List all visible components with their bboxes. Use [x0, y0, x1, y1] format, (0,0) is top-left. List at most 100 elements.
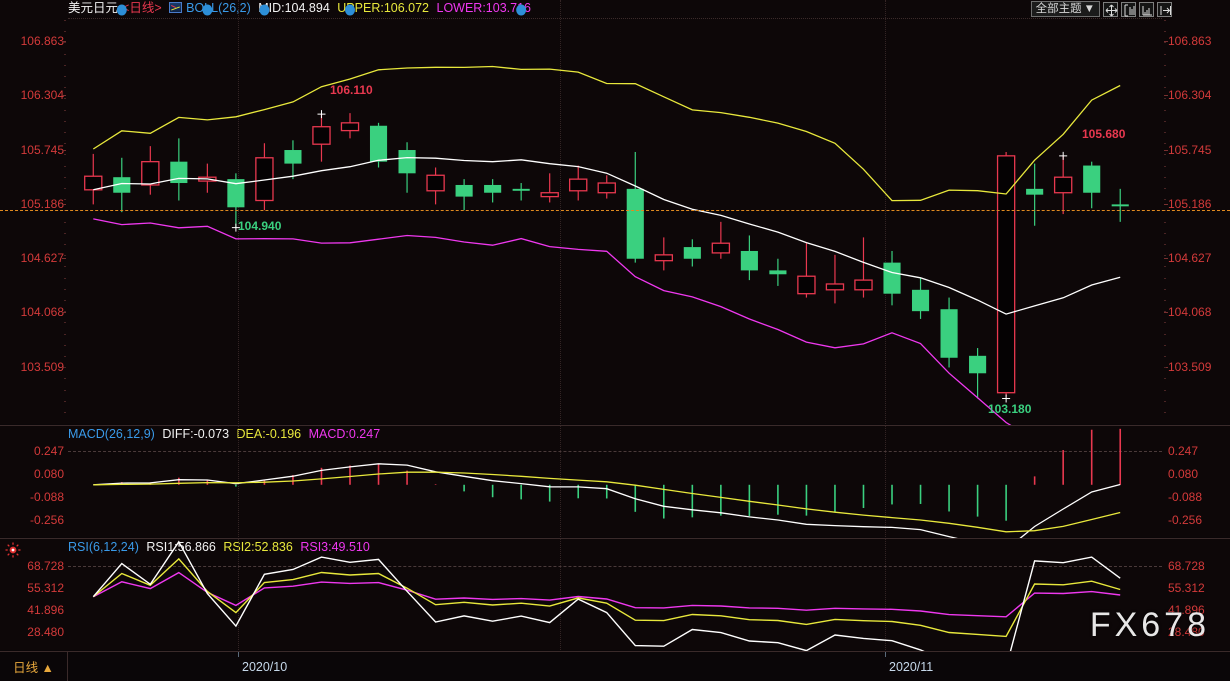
price-axis-minor-tick	[1164, 132, 1166, 133]
price-axis-tick	[1164, 312, 1168, 314]
measure-horizontal-icon[interactable]	[1139, 1, 1154, 17]
price-axis-minor-tick	[64, 344, 66, 346]
reference-price-line	[0, 210, 1230, 212]
rsi-axis-label: 55.312	[1168, 580, 1205, 595]
price-axis-tick	[62, 203, 66, 205]
price-axis-minor-tick	[1164, 31, 1166, 33]
price-axis-minor-tick	[64, 53, 66, 55]
macd-axis-label: 0.080	[33, 466, 64, 481]
chevron-down-icon: ▼	[1083, 3, 1095, 15]
price-axis-label-right: 106.863	[1168, 34, 1212, 48]
price-annotation: 106.110	[330, 83, 373, 97]
price-axis-minor-tick	[1164, 333, 1166, 335]
date-tick	[885, 652, 886, 657]
macd-dea-label: DEA:-0.196	[236, 427, 302, 441]
price-vertical-gridline	[238, 0, 239, 424]
price-axis-minor-tick	[64, 266, 66, 268]
price-axis-label-right: 105.186	[1168, 196, 1212, 211]
price-axis-minor-tick	[1164, 277, 1166, 279]
price-axis-minor-tick	[64, 300, 66, 301]
rsi-axis-label: 55.312	[27, 580, 64, 595]
price-axis-minor-tick	[1164, 344, 1166, 346]
indicator-icon	[169, 2, 183, 13]
rsi-axis-label: 28.480	[1168, 625, 1205, 640]
price-axis-minor-tick	[1164, 42, 1166, 44]
rsi-vertical-gridline	[560, 539, 561, 650]
price-axis-minor-tick	[64, 31, 66, 33]
rsi-axis-label: 68.728	[1168, 558, 1205, 573]
price-axis-minor-tick	[1164, 412, 1166, 413]
price-axis-minor-tick	[1164, 389, 1166, 391]
price-axis-label-left: 105.745	[20, 142, 64, 157]
period-selector[interactable]: 日线 ▲	[0, 652, 68, 681]
price-axis-tick	[62, 95, 66, 97]
candlestick-svg	[84, 4, 1129, 459]
price-axis-minor-tick	[1164, 188, 1166, 189]
price-axis-minor-tick	[64, 76, 66, 77]
theme-dropdown[interactable]: 全部主题 ▼	[1030, 1, 1100, 17]
price-axis-tick	[1164, 258, 1168, 260]
price-axis-minor-tick	[64, 109, 66, 111]
symbol-label: 美元日元	[68, 1, 119, 15]
price-axis-minor-tick	[64, 154, 66, 156]
macd-axis-label: 0.247	[33, 444, 64, 459]
price-gridline	[68, 18, 1162, 19]
price-axis-minor-tick	[64, 322, 66, 324]
macd-axis-label: 0.247	[1168, 444, 1199, 459]
rsi-plot-area[interactable]	[68, 539, 1162, 669]
price-axis-minor-tick	[1164, 64, 1166, 66]
price-axis-label-left: 104.627	[20, 251, 64, 266]
price-axis-minor-tick	[64, 98, 66, 100]
price-axis-label-right: 104.627	[1168, 251, 1212, 266]
boll-name-label: BOLL(26,2)	[186, 1, 251, 15]
price-axis-minor-tick	[1164, 20, 1166, 21]
macd-axis-label: -0.256	[1168, 512, 1203, 527]
macd-vertical-gridline	[885, 426, 886, 537]
price-vertical-gridline	[560, 0, 561, 424]
price-axis-minor-tick	[1164, 322, 1166, 324]
price-axis-label-left: 103.509	[20, 359, 64, 374]
price-axis-minor-tick	[64, 143, 66, 145]
crosshair-move-icon[interactable]	[1103, 1, 1118, 17]
rsi-panel: RSI(6,12,24) RSI1:56.866 RSI2:52.836 RSI…	[0, 538, 1230, 669]
chart-toolbar[interactable]: 全部主题 ▼	[1030, 1, 1172, 17]
price-axis-label-left: 106.304	[20, 88, 64, 103]
price-panel: 美元日元 <日线> BOLL(26,2) MID:104.894 UPPER:10…	[0, 0, 1230, 424]
price-axis-minor-tick	[64, 244, 66, 245]
rsi-vertical-gridline	[885, 539, 886, 650]
macd-svg	[93, 428, 1122, 551]
price-plot-area[interactable]	[68, 0, 1162, 459]
price-axis-minor-tick	[64, 199, 66, 201]
price-axis-label-right: 104.068	[1168, 305, 1212, 320]
price-axis-minor-tick	[1164, 356, 1166, 357]
price-axis-minor-tick	[1164, 378, 1166, 380]
macd-panel: MACD(26,12,9) DIFF:-0.073 DEA:-0.196 MAC…	[0, 425, 1230, 551]
price-axis-minor-tick	[1164, 98, 1166, 100]
macd-plot-area[interactable]	[68, 426, 1162, 551]
price-axis-tick	[62, 41, 66, 42]
price-axis-label-right: 103.509	[1168, 359, 1212, 374]
price-axis-minor-tick	[64, 132, 66, 133]
price-axis-minor-tick	[1164, 244, 1166, 245]
macd-vertical-gridline	[560, 426, 561, 537]
price-axis-tick	[1164, 149, 1168, 151]
price-axis-label-left: 105.186	[20, 196, 64, 211]
price-axis-label-left: 106.863	[20, 34, 64, 48]
boll-mid-label: MID:104.894	[258, 1, 330, 15]
price-axis-tick	[1164, 203, 1168, 205]
price-axis-minor-tick	[64, 277, 66, 279]
price-axis-minor-tick	[1164, 176, 1166, 178]
price-axis-minor-tick	[1164, 154, 1166, 156]
alert-sun-icon[interactable]	[5, 542, 21, 558]
price-annotation: 105.680	[1082, 127, 1126, 141]
price-axis-minor-tick	[64, 288, 66, 290]
price-axis-minor-tick	[1164, 311, 1166, 313]
macd-panel-header: MACD(26,12,9) DIFF:-0.073 DEA:-0.196 MAC…	[68, 427, 384, 442]
measure-vertical-icon[interactable]	[1121, 1, 1136, 17]
price-axis-minor-tick	[1164, 87, 1166, 89]
rsi-gridline	[68, 565, 1162, 567]
expand-right-icon[interactable]	[1157, 1, 1172, 17]
rsi2-label: RSI2:52.836	[223, 540, 293, 554]
macd-axis-label: -0.256	[29, 512, 64, 527]
